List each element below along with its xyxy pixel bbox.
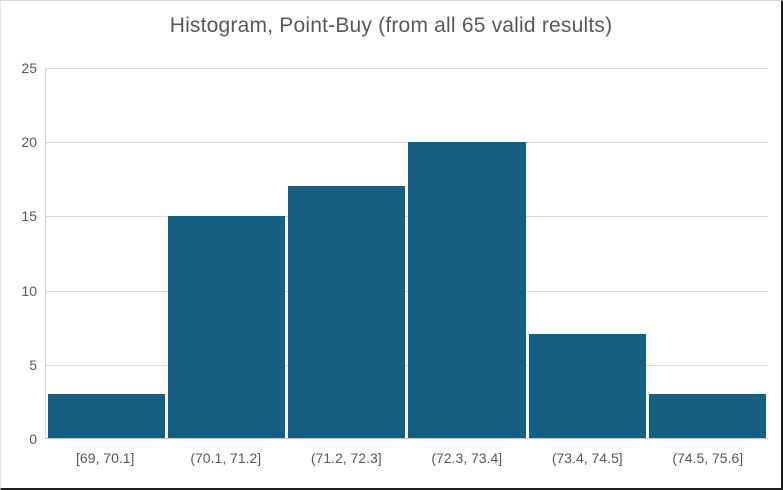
y-tick-label: 15: [21, 208, 37, 225]
x-tick-label: (72.3, 73.4]: [431, 450, 503, 466]
histogram-bar: [528, 334, 647, 438]
gridline: [46, 216, 768, 218]
histogram-bar-slot: [287, 68, 407, 438]
histogram-bar-slot: [648, 68, 768, 438]
x-tick-label: (71.2, 72.3]: [310, 450, 382, 466]
x-tick-label: [69, 70.1]: [76, 450, 135, 466]
x-tick-label: (73.4, 74.5]: [551, 450, 623, 466]
histogram-bar-slot: [166, 68, 286, 438]
gridline: [46, 142, 768, 144]
histogram-bar: [167, 216, 286, 438]
y-tick-label: 0: [29, 431, 37, 447]
y-tick-label: 25: [21, 60, 37, 76]
y-tick-label: 20: [21, 134, 37, 151]
histogram-bar-slot: [527, 68, 647, 438]
x-tick-label: (70.1, 71.2]: [190, 450, 262, 466]
histogram-bar: [47, 393, 165, 438]
bars-layer: [46, 68, 768, 438]
histogram-bar-slot: [407, 68, 527, 438]
y-tick-label: 5: [29, 356, 37, 373]
gridline: [46, 364, 768, 366]
plot-area: [45, 68, 768, 439]
x-tick-label: (74.5, 75.6]: [672, 450, 744, 466]
x-axis-labels: [69, 70.1] (70.1, 71.2] (71.2, 72.3] (72.3,…: [45, 450, 768, 466]
histogram-bar: [649, 393, 767, 438]
histogram-bar: [288, 186, 406, 438]
histogram-bar-slot: [46, 68, 166, 438]
gridline: [46, 290, 768, 292]
histogram-bar: [408, 142, 526, 438]
y-tick-label: 10: [21, 282, 37, 299]
gridline: [46, 68, 768, 69]
chart-title: Histogram, Point-Buy (from all 65 valid …: [169, 14, 613, 37]
